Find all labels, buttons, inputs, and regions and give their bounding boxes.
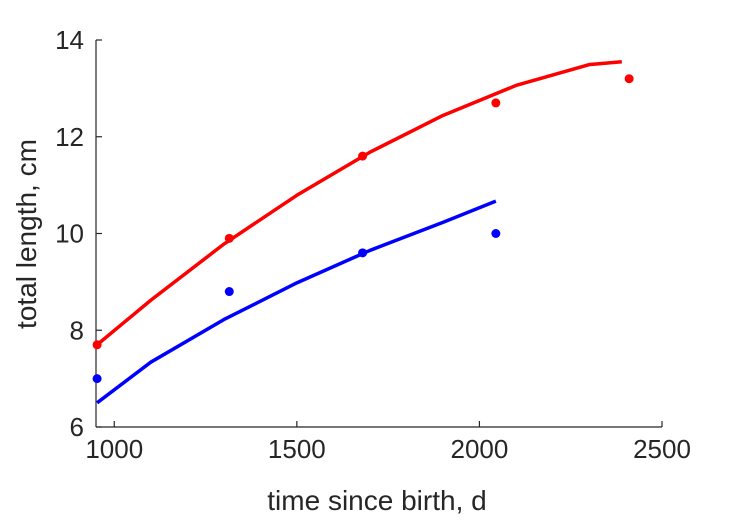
y-tick-label: 8 — [70, 315, 84, 345]
x-tick-label: 1500 — [268, 434, 326, 464]
plot-area — [92, 60, 634, 405]
y-tick-label: 10 — [55, 219, 84, 249]
axes: 1000 1500 2000 2500 6 8 10 12 14 — [55, 25, 691, 464]
y-tick-label: 14 — [55, 25, 84, 55]
fit-line-1 — [95, 60, 622, 347]
fit-line-3 — [96, 199, 497, 405]
y-tick-label: 12 — [55, 122, 84, 152]
data-point — [624, 74, 634, 84]
y-tick-label: 6 — [70, 412, 84, 442]
y-axis-label: total length, cm — [11, 139, 42, 329]
data-point — [224, 287, 234, 297]
x-tick-label: 2000 — [450, 434, 508, 464]
data-point — [92, 374, 102, 384]
data-point — [491, 98, 501, 108]
x-axis-label: time since birth, d — [267, 485, 486, 516]
x-tick-label: 2500 — [633, 434, 691, 464]
x-tick-label: 1000 — [85, 434, 143, 464]
data-point — [491, 229, 501, 238]
